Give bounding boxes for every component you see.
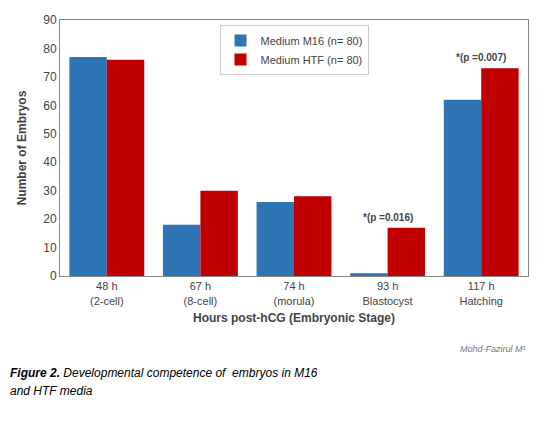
svg-text:*(p =0.007): *(p =0.007): [456, 52, 506, 63]
svg-text:Medium M16 (n= 80): Medium M16 (n= 80): [261, 35, 363, 47]
svg-text:60: 60: [43, 99, 57, 113]
svg-text:90: 90: [43, 13, 57, 27]
svg-text:Figure 2. Developmental compet: Figure 2. Developmental competence of em…: [10, 366, 318, 380]
svg-text:Hours post-hCG (Embryonic Stag: Hours post-hCG (Embryonic Stage): [193, 311, 395, 325]
svg-text:*(p =0.016): *(p =0.016): [363, 212, 413, 223]
svg-text:10: 10: [43, 241, 57, 255]
svg-text:48 h(2-cell): 48 h(2-cell): [90, 280, 124, 306]
svg-text:93 hBlastocyst: 93 hBlastocyst: [363, 280, 413, 306]
svg-text:80: 80: [43, 42, 57, 56]
svg-text:Number of Embryos: Number of Embryos: [15, 90, 29, 205]
svg-text:30: 30: [43, 184, 57, 198]
svg-text:40: 40: [43, 155, 57, 169]
svg-text:and HTF media: and HTF media: [10, 384, 93, 398]
svg-text:Mohd-Fazirul M¹: Mohd-Fazirul M¹: [460, 344, 526, 354]
svg-text:67 h(8-cell): 67 h(8-cell): [184, 280, 218, 306]
svg-text:Medium HTF (n= 80): Medium HTF (n= 80): [261, 54, 363, 66]
svg-text:20: 20: [43, 212, 57, 226]
svg-text:70: 70: [43, 70, 57, 84]
svg-text:74 h(morula): 74 h(morula): [274, 280, 315, 306]
svg-text:117 hHatching: 117 hHatching: [459, 280, 502, 306]
svg-text:50: 50: [43, 127, 57, 141]
svg-text:0: 0: [50, 269, 57, 283]
